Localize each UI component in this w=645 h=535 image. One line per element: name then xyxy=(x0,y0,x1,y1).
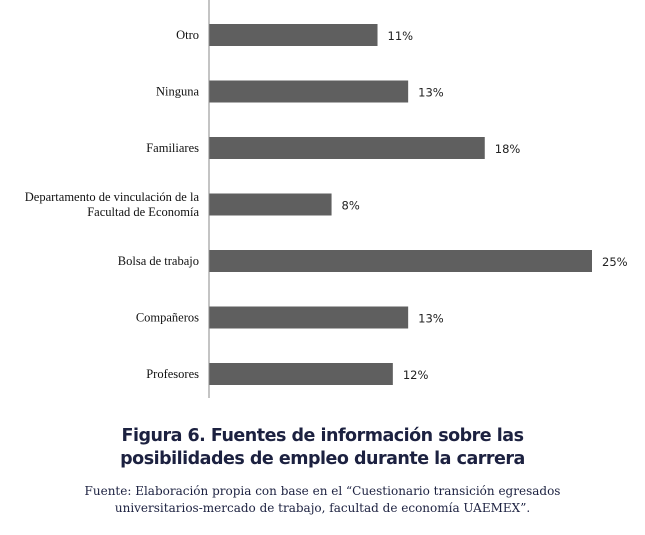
figure-source-line1: Fuente: Elaboración propia con base en e… xyxy=(84,484,561,498)
category-label: Departamento de vinculación de la xyxy=(25,190,200,204)
figure-source-line2: universitarios-mercado de trabajo, facul… xyxy=(114,501,531,515)
category-label: Compañeros xyxy=(136,311,199,325)
bar xyxy=(209,137,485,159)
figure-title-line1: Figura 6. Fuentes de información sobre l… xyxy=(121,426,524,446)
data-label: 25% xyxy=(602,255,628,269)
category-label: Profesores xyxy=(146,367,199,381)
bar xyxy=(209,193,332,216)
figure-source: Fuente: Elaboración propia con base en e… xyxy=(0,483,645,517)
data-label: 13% xyxy=(418,86,444,100)
data-label: 11% xyxy=(388,29,414,43)
data-label: 13% xyxy=(418,312,444,326)
category-label: Facultad de Economía xyxy=(87,205,199,219)
bar xyxy=(209,363,393,385)
category-label: Otro xyxy=(176,28,199,42)
figure-title: Figura 6. Fuentes de información sobre l… xyxy=(0,425,645,471)
category-label: Familiares xyxy=(146,141,199,155)
bar xyxy=(209,250,592,272)
category-label: Ninguna xyxy=(156,85,200,99)
bar-chart: Otro 11% Ninguna 13% Familiares 18% Departamen… xyxy=(25,0,628,398)
bar xyxy=(209,24,378,46)
bar xyxy=(209,80,409,103)
figure-title-line2: posibilidades de empleo durante la carre… xyxy=(120,449,525,469)
data-label: 8% xyxy=(342,199,360,213)
data-label: 12% xyxy=(403,368,429,382)
bar xyxy=(209,306,409,329)
category-label: Bolsa de trabajo xyxy=(118,254,199,268)
data-label: 18% xyxy=(495,142,521,156)
